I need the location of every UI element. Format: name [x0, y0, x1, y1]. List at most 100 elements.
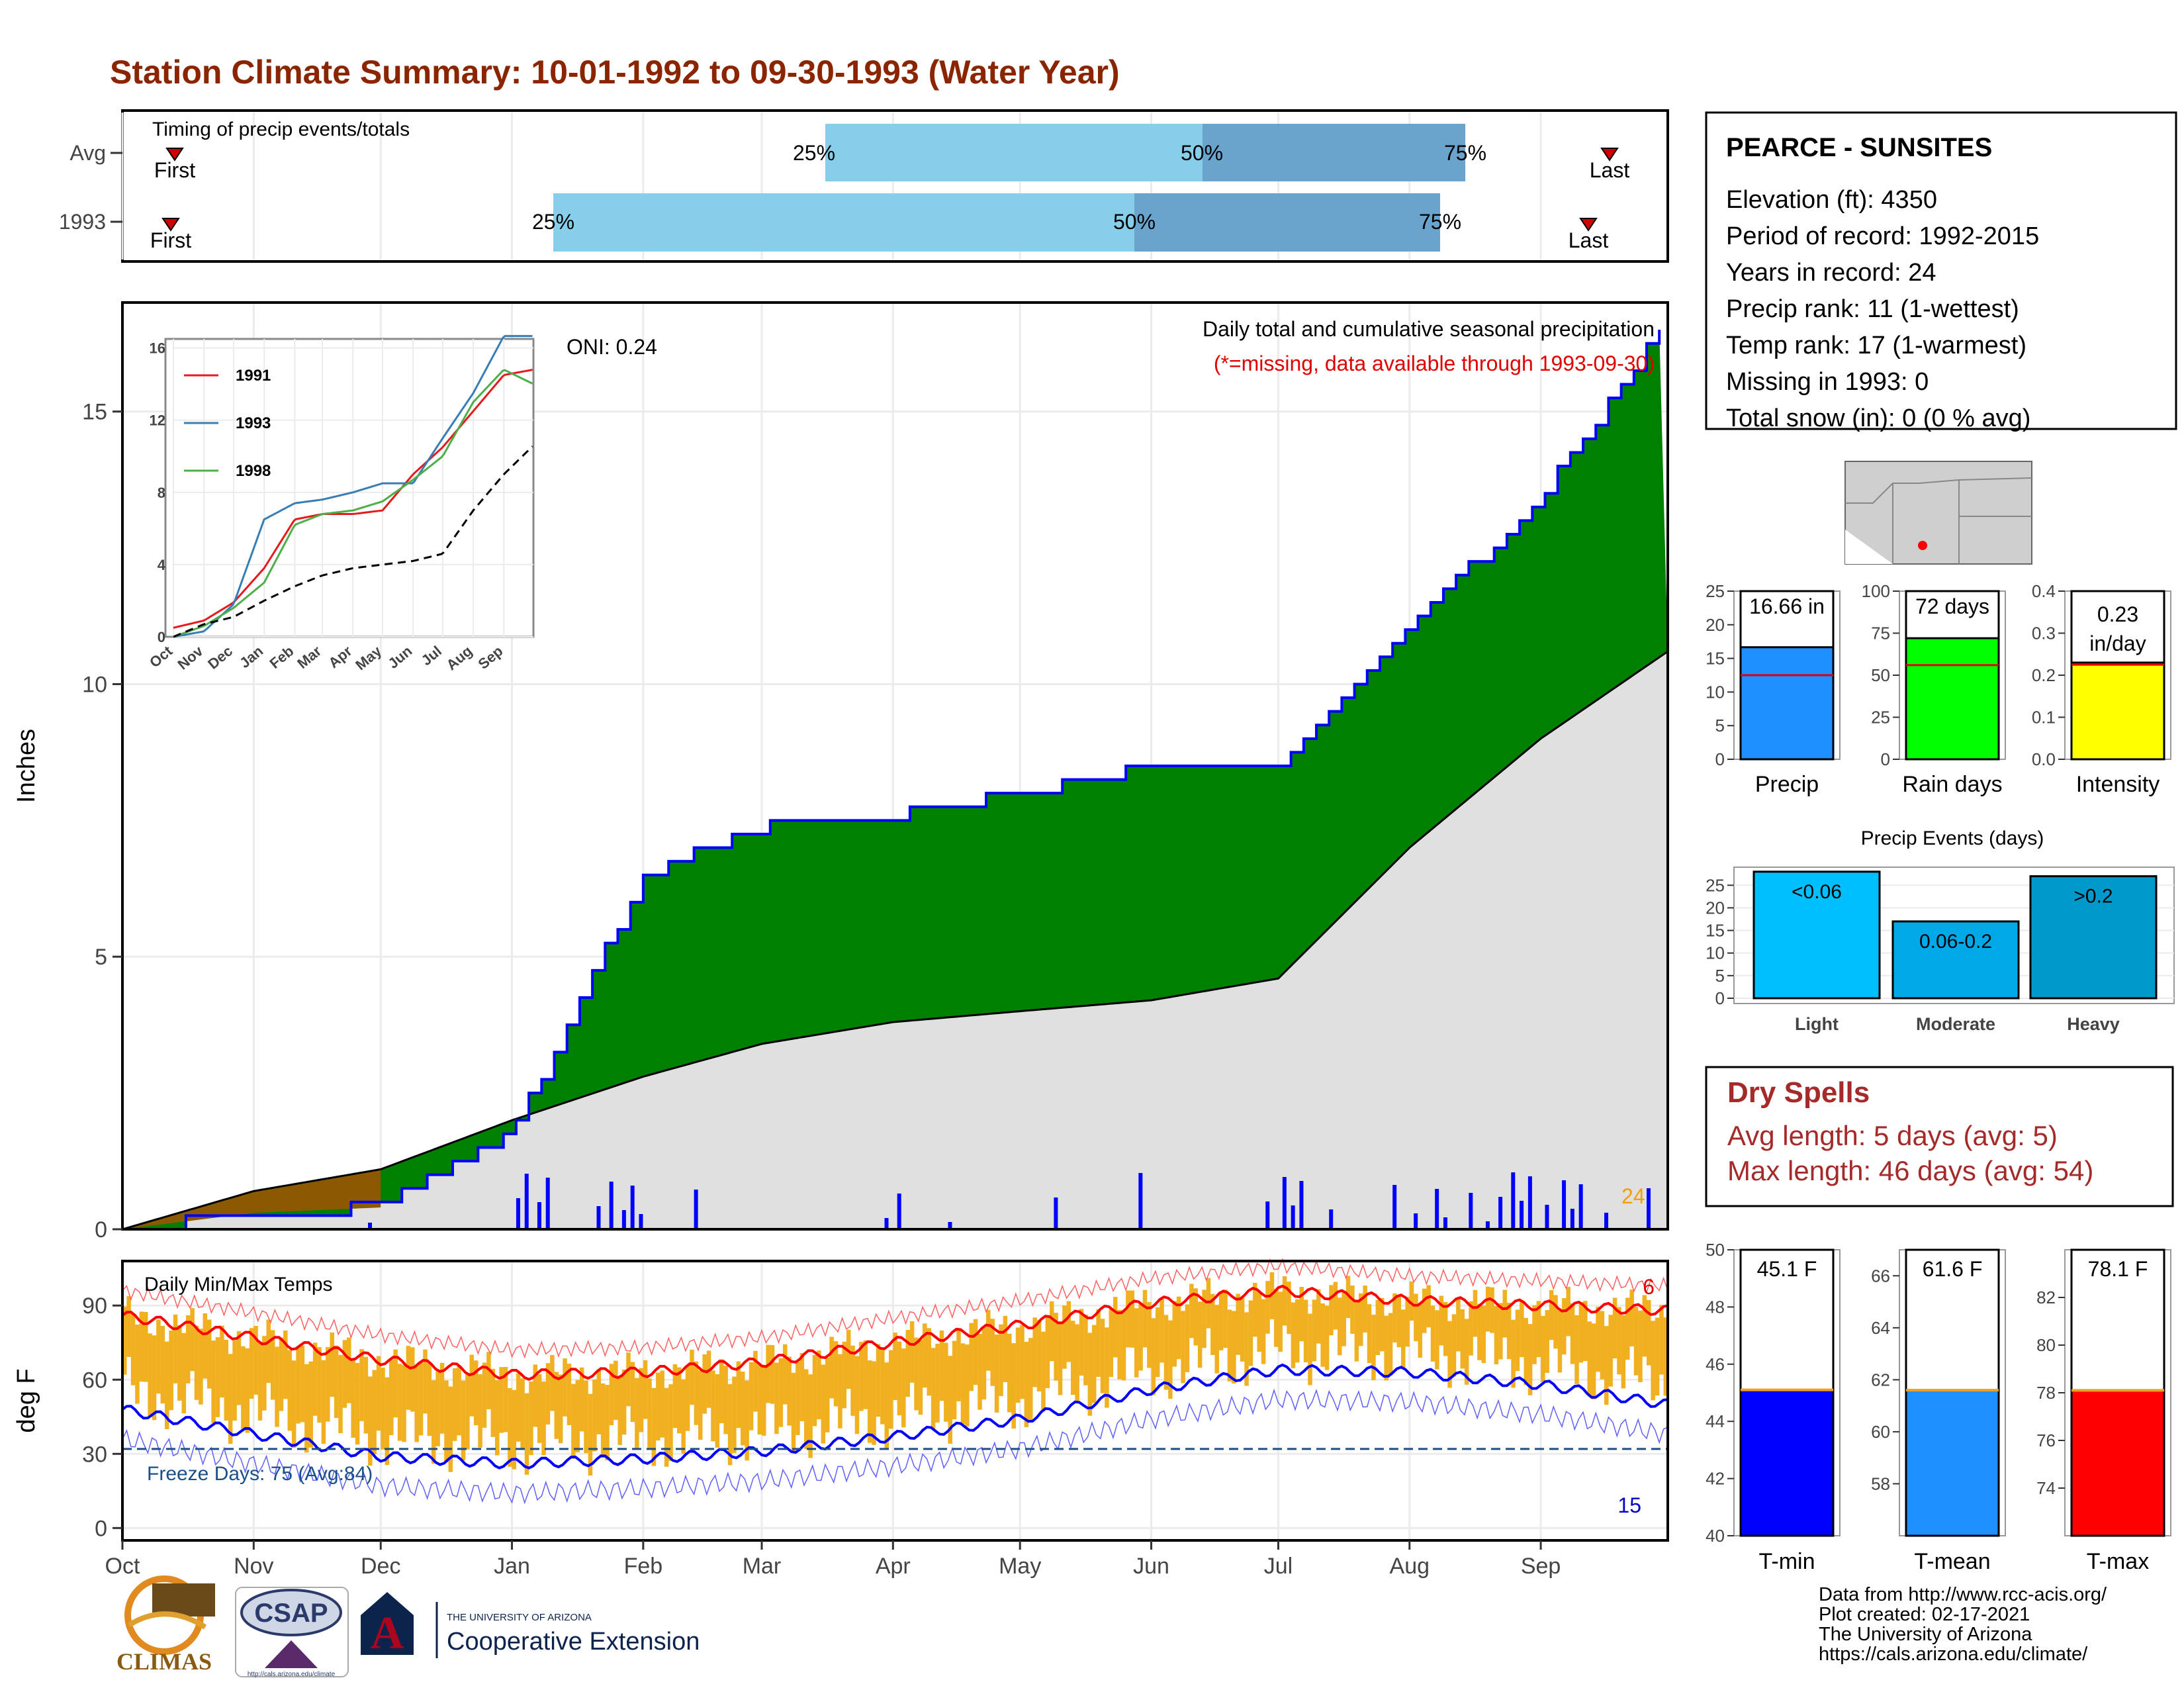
- temp-range-bar: [1096, 1309, 1101, 1378]
- locator-map: [1844, 461, 2032, 565]
- yr-25-label: 25%: [532, 210, 574, 234]
- temp-summary-bar: [1739, 1389, 1835, 1537]
- temp-range-bar: [1295, 1299, 1300, 1363]
- events-ytick-label: 0: [1715, 988, 1725, 1008]
- temp-range-bar: [1261, 1299, 1266, 1364]
- temp-range-bar: [363, 1356, 369, 1434]
- daily-precip-bar: [1469, 1193, 1473, 1229]
- temp-range-bar: [1168, 1320, 1173, 1399]
- temp-range-bar: [1566, 1287, 1570, 1336]
- temp-range-bar: [139, 1311, 144, 1382]
- temp-range-bar: [245, 1348, 250, 1433]
- summary-value-label: 16.66 in: [1749, 594, 1825, 618]
- temp-range-bar: [537, 1374, 542, 1443]
- summary-ytick-label: 0.4: [2032, 581, 2056, 601]
- temp-range-bar: [469, 1354, 475, 1417]
- footer-line-2: Plot created: 02-17-2021: [1819, 1604, 2030, 1625]
- temp-range-bar: [1197, 1301, 1203, 1368]
- temp-range-bar: [668, 1384, 673, 1462]
- temp-range-bar: [635, 1378, 639, 1449]
- daily-precip-bar: [1562, 1180, 1567, 1229]
- temp-range-bar: [1557, 1309, 1563, 1373]
- temp-range-bar: [1354, 1302, 1359, 1362]
- temp-range-bar: [1375, 1299, 1381, 1356]
- yr-50-label: 50%: [1113, 210, 1156, 234]
- temp-range-bar: [326, 1347, 330, 1422]
- temp-range-bar: [1430, 1305, 1435, 1362]
- temp-range-bar: [1405, 1297, 1410, 1347]
- temp-range-bar: [1608, 1315, 1613, 1387]
- temp-range-bar: [376, 1356, 381, 1431]
- footer-info: Data from http://www.rcc-acis.org/ Plot …: [1819, 1584, 2107, 1665]
- temp-summary-ytick-label: 64: [1871, 1318, 1890, 1338]
- timing-label: Timing of precip events/totals: [152, 118, 410, 140]
- temp-range-bar: [1638, 1310, 1643, 1383]
- station-line-4: Precip rank: 11 (1-wettest): [1726, 295, 2019, 323]
- daily-precip-bar: [1545, 1205, 1549, 1229]
- station-line-3: Years in record: 24: [1726, 259, 1936, 287]
- inset-ytick-label: 8: [158, 485, 165, 501]
- footer-line-3: The University of Arizona: [1819, 1624, 2032, 1645]
- temp-range-bar: [579, 1367, 584, 1432]
- avg-max-line: [121, 1284, 1668, 1381]
- inset-ytick-label: 4: [158, 557, 166, 573]
- temp-range-bar: [914, 1337, 919, 1411]
- temp-range-bar: [1240, 1297, 1245, 1362]
- temp-range-bar: [745, 1380, 749, 1461]
- temp-range-bar: [897, 1341, 902, 1416]
- temp-range-bar: [948, 1356, 952, 1444]
- daily-precip-bar: [1647, 1188, 1651, 1229]
- temp-range-bar: [241, 1346, 246, 1430]
- temp-range-bar: [935, 1343, 940, 1423]
- summary-ytick-label: 10: [1706, 682, 1725, 702]
- inset-series-line: [173, 335, 533, 638]
- dry-spells-line-1: Avg length: 5 days (avg: 5): [1727, 1120, 2058, 1151]
- precip-ylabel: Inches: [13, 729, 40, 803]
- last-1993-marker: [1579, 218, 1598, 232]
- temp-range-bar: [448, 1386, 453, 1472]
- temp-range-bar: [1109, 1309, 1114, 1378]
- temp-range-bar: [617, 1376, 622, 1445]
- temp-range-bar: [1189, 1284, 1194, 1338]
- avg-cumulative-line: [122, 650, 1668, 1231]
- summary-value-bar: [2070, 661, 2165, 761]
- temp-range-bar: [757, 1364, 762, 1435]
- temp-range-bar: [799, 1352, 805, 1422]
- temp-range-bar: [952, 1340, 957, 1420]
- temp-range-bar: [796, 1361, 800, 1435]
- daily-precip-bar: [884, 1218, 889, 1229]
- temp-range-bar: [1032, 1317, 1037, 1387]
- temp-range-bar: [596, 1369, 601, 1434]
- temp-range-bar: [749, 1362, 754, 1430]
- temp-summary-bars: 40 42 44 46 48 50 45.1 F T-min 58 60 62 64 66 61.6 F T…: [1706, 1240, 2171, 1574]
- temp-range-bar: [850, 1345, 855, 1416]
- temp-range-bar: [1659, 1305, 1664, 1375]
- temp-range-bar: [283, 1330, 288, 1399]
- temp-range-bar: [160, 1326, 165, 1404]
- temp-range-bar: [1625, 1297, 1630, 1360]
- temp-range-bar: [986, 1309, 991, 1371]
- daily-precip-bar: [1443, 1217, 1447, 1229]
- temp-range-bar: [389, 1360, 394, 1436]
- month-label: Jul: [1264, 1554, 1293, 1579]
- temp-range-bar: [338, 1354, 343, 1434]
- temp-range-bar: [444, 1380, 449, 1463]
- temp-ytick-label: 60: [82, 1368, 107, 1393]
- summary-bar-label: Rain days: [1902, 772, 2002, 797]
- temp-range-bar: [833, 1341, 839, 1407]
- temp-range-bar: [435, 1370, 440, 1446]
- summary-value-bar: [1739, 646, 1835, 761]
- dry-spells-line-2: Max length: 46 days (avg: 54): [1727, 1155, 2093, 1186]
- temp-range-bar: [1253, 1282, 1257, 1337]
- temp-range-bar: [1333, 1282, 1338, 1330]
- daily-precip-bar: [1392, 1185, 1397, 1229]
- station-location-dot: [1918, 541, 1927, 550]
- summary-ytick-label: 0.1: [2032, 708, 2056, 727]
- precip-count-label: 24: [1621, 1184, 1645, 1208]
- temp-range-bar: [1218, 1291, 1224, 1350]
- temp-range-bar: [1490, 1287, 1494, 1333]
- temp-range-bar: [1176, 1296, 1181, 1360]
- temp-range-bar: [690, 1349, 694, 1405]
- temp-range-bar: [571, 1383, 576, 1459]
